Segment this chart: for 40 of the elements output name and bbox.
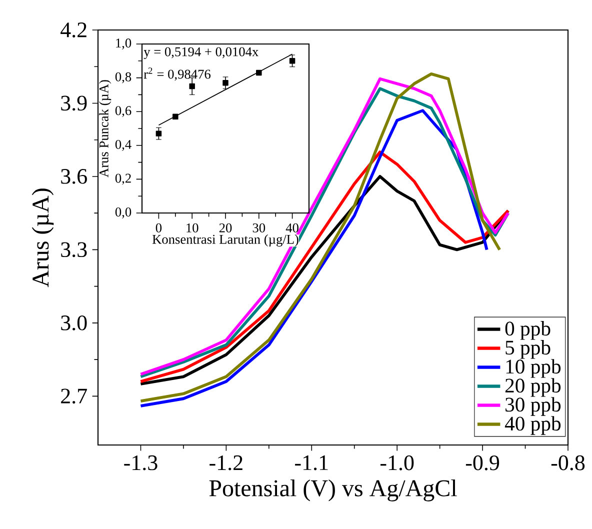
y-tick-label: 0,0 [115, 208, 132, 218]
y-axis-title: Arus Puncak (µA) [99, 80, 112, 178]
annotation: r$^{2}$ = 0,98476 [144, 68, 211, 81]
x-tick-label: 40 [286, 223, 298, 232]
x-tick-label: -1.2 [210, 455, 242, 470]
point [189, 83, 195, 90]
y-tick-label: 2.7 [61, 388, 87, 404]
x-axis-title: Konsentrasi Larutan (µg/L) [152, 234, 298, 247]
legend-label: 10 ppb [506, 359, 561, 378]
legend-label: 5 ppb [506, 340, 550, 359]
x-tick-label: 0 [156, 223, 162, 232]
y-tick-label: 1,0 [116, 38, 132, 50]
legend-label: 0 ppb [505, 321, 550, 340]
x-tick-label: -1.0 [380, 455, 414, 470]
y-axis-title: Arus (µA) [32, 188, 54, 288]
x-axis-title: Potensial (V) vs Ag/AgCl [209, 479, 457, 502]
annotation: y = 0,5194 + 0,0104x [144, 47, 258, 60]
y-tick-label: 0,8 [115, 72, 132, 84]
y-tick-label: 4.2 [60, 22, 86, 38]
y-tick-label: 3.6 [61, 169, 87, 184]
point [222, 80, 228, 86]
y-tick-label: 3.0 [61, 315, 87, 330]
y-tick-label: 3.3 [61, 242, 87, 258]
x-tick-label: 10 [186, 223, 198, 232]
legend-label: 20 ppb [505, 378, 561, 397]
x-tick-label: -1.3 [124, 455, 158, 470]
y-tick-label: 0,6 [115, 106, 132, 118]
legend-label: 30 ppb [506, 397, 561, 416]
x-tick-label: -1.1 [295, 455, 328, 470]
x-tick-label: 30 [252, 223, 266, 232]
point [172, 114, 178, 120]
x-tick-label: 20 [219, 223, 232, 232]
x-tick-label: -0.9 [466, 455, 500, 470]
point [156, 130, 162, 136]
y-tick-label: 0,2 [115, 174, 131, 185]
y-tick-label: 3.9 [61, 96, 87, 111]
x-tick-label: -0.8 [551, 455, 585, 470]
y-tick-label: 0,4 [115, 140, 132, 151]
legend-label: 40 ppb [504, 416, 561, 435]
point [289, 58, 296, 64]
